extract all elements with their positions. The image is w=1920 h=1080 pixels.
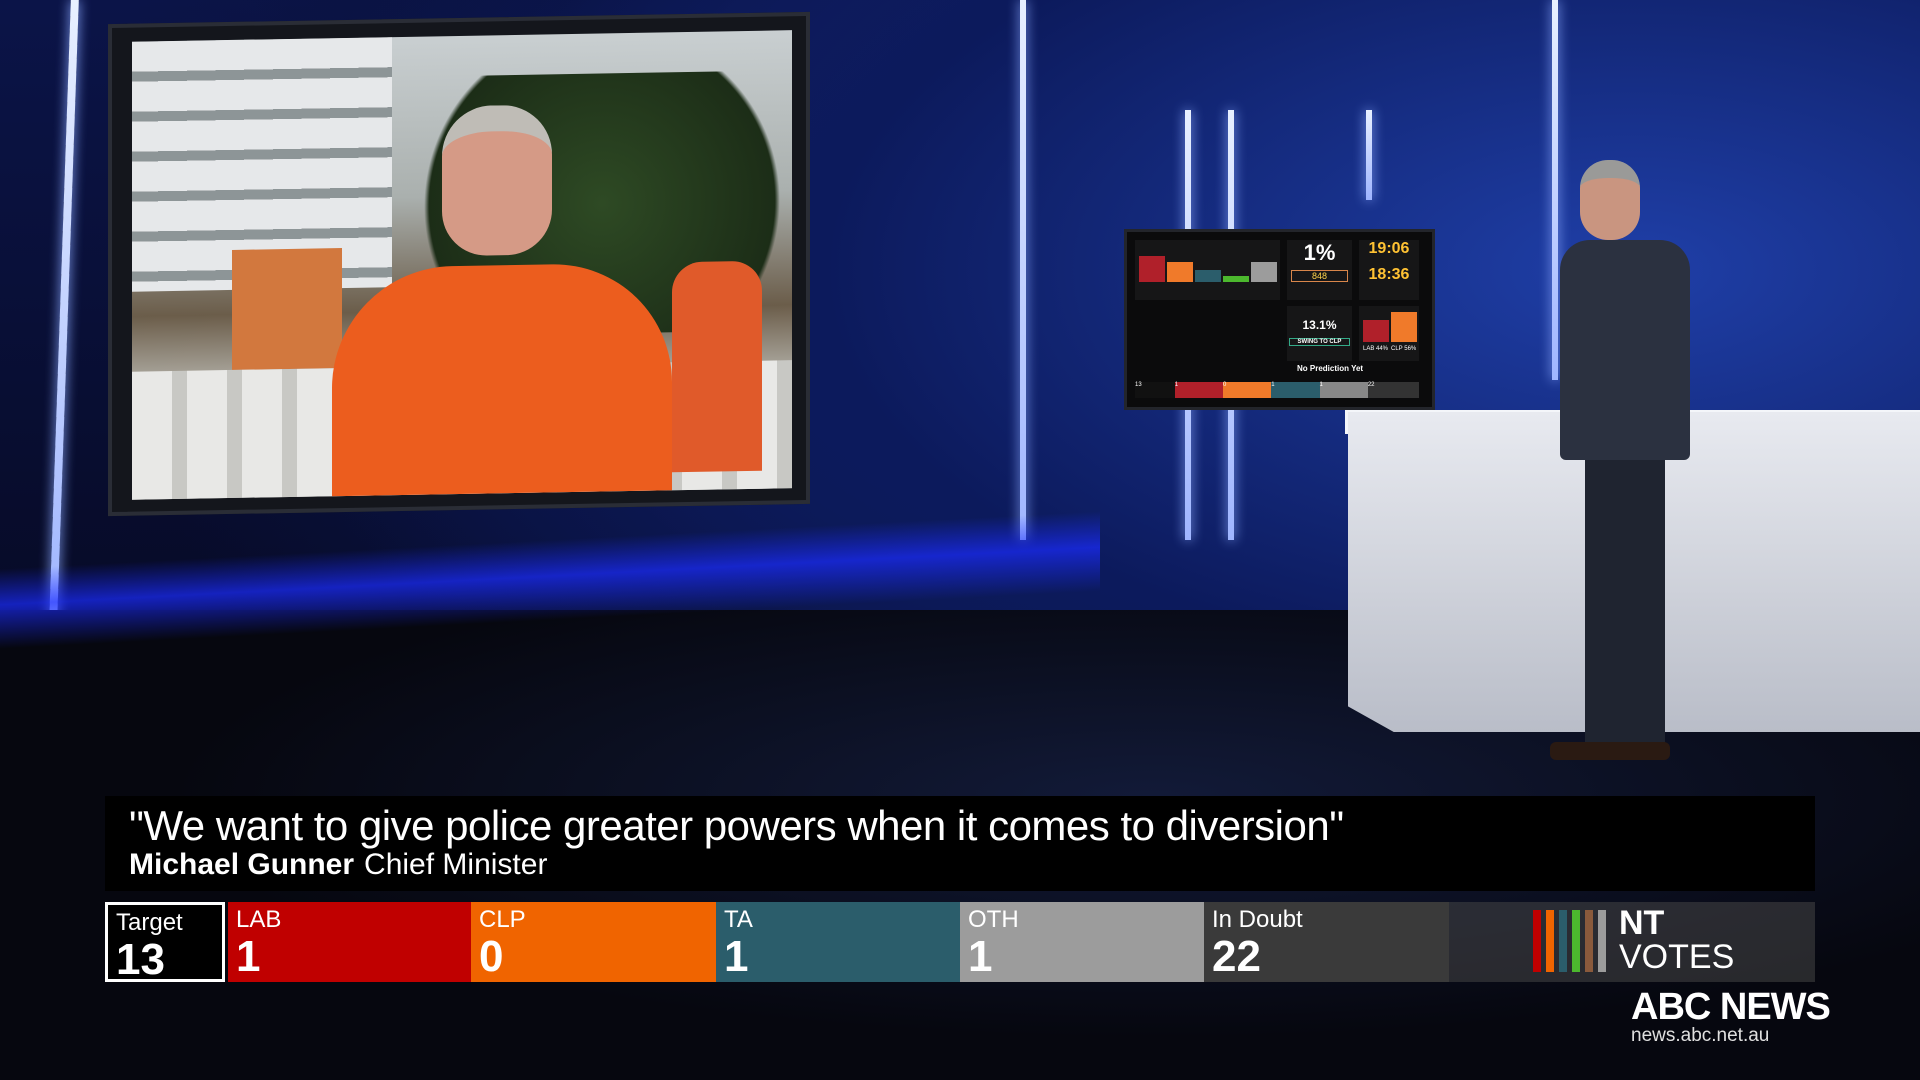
lower-third-quote: "We want to give police greater powers w…: [105, 796, 1815, 891]
presenter-shoes: [1550, 742, 1670, 760]
prediction-text: No Prediction Yet: [1297, 364, 1364, 373]
target-value: 13: [116, 935, 165, 984]
time-eastern: 19:06: [1368, 240, 1410, 257]
presenter-trousers: [1585, 460, 1665, 750]
presenter: [1530, 160, 1705, 770]
party-cell-in-doubt: In Doubt 22: [1204, 902, 1449, 982]
party-label: CLP: [479, 906, 526, 933]
seat-tally-bar: Target 13 LAB 1 CLP 0 TA 1 OTH 1 In Doub…: [105, 902, 1815, 984]
votes-counted: 848: [1291, 270, 1348, 282]
party-cell-oth: OTH 1: [960, 902, 1204, 982]
light-pillar: [1366, 110, 1372, 200]
party-cell-clp: CLP 0: [471, 902, 716, 982]
presenter-jacket: [1560, 240, 1690, 460]
logo-stripe: [1598, 910, 1606, 972]
party-seats: 1: [236, 932, 261, 981]
swing-label: SWING TO CLP: [1289, 338, 1350, 346]
abc-news-logo: ABC NEWS: [1631, 986, 1831, 1028]
tpp-clp: CLP 56%: [1391, 346, 1417, 352]
speaker-title: Chief Minister: [364, 848, 548, 881]
speaker-name: Michael Gunner: [129, 848, 355, 881]
logo-stripe: [1585, 910, 1593, 972]
banner: [232, 248, 342, 370]
mini-target: 13: [1135, 382, 1175, 398]
mini-ta: 1: [1271, 382, 1320, 398]
tpp-panel: LAB 44% CLP 56%: [1359, 306, 1419, 361]
party-seats: 22: [1212, 932, 1261, 981]
light-pillar: [1552, 0, 1558, 380]
logo-votes: VOTES: [1619, 938, 1735, 976]
target-cell: Target 13: [105, 902, 225, 984]
bystander: [672, 260, 762, 473]
time-panel: 19:06 18:36: [1359, 240, 1419, 300]
primary-vote-panel: [1135, 240, 1280, 300]
time-central: 18:36: [1368, 266, 1410, 283]
party-seats: 1: [724, 932, 749, 981]
logo-stripe: [1533, 910, 1541, 972]
mini-tally: 13 1 0 1 1 22: [1135, 382, 1419, 398]
logo-stripe: [1546, 910, 1554, 972]
mini-oth: 1: [1319, 382, 1368, 398]
live-cross-video: [132, 30, 792, 500]
mini-in-doubt: 22: [1367, 382, 1419, 398]
logo-stripe: [1559, 910, 1567, 972]
logo-nt: NT: [1619, 904, 1665, 942]
interviewee-shirt: [332, 262, 672, 500]
tpp-lab: LAB 44%: [1363, 346, 1389, 352]
light-pillar: [1020, 0, 1026, 540]
abc-news-url: news.abc.net.au: [1631, 1025, 1770, 1046]
mini-clp: 0: [1223, 382, 1272, 398]
target-label: Target: [116, 909, 183, 936]
party-label: OTH: [968, 906, 1019, 933]
party-seats: 0: [479, 932, 504, 981]
counted-value: 1%: [1303, 240, 1336, 265]
presenter-head: [1580, 160, 1640, 240]
quote-text: "We want to give police greater powers w…: [129, 802, 1344, 849]
party-label: In Doubt: [1212, 906, 1303, 933]
counted-panel: 1% 848: [1287, 240, 1352, 300]
nt-votes-logo: NT VOTES: [1449, 902, 1815, 982]
video-wall: [108, 11, 810, 517]
party-label: TA: [724, 906, 753, 933]
mini-lab: 1: [1174, 382, 1224, 398]
speaker-caption: Michael Gunner Chief Minister: [129, 848, 547, 882]
party-cell-lab: LAB 1: [228, 902, 471, 982]
interviewee-head: [442, 104, 552, 257]
results-screen: 1% 848 19:06 18:36 13.1% SWING TO CLP LA…: [1124, 229, 1435, 410]
party-label: LAB: [236, 906, 282, 933]
party-cell-ta: TA 1: [716, 902, 960, 982]
logo-stripe: [1572, 910, 1580, 972]
swing-value: 13.1%: [1302, 318, 1337, 332]
swing-panel: 13.1% SWING TO CLP: [1287, 306, 1352, 361]
party-seats: 1: [968, 932, 993, 981]
